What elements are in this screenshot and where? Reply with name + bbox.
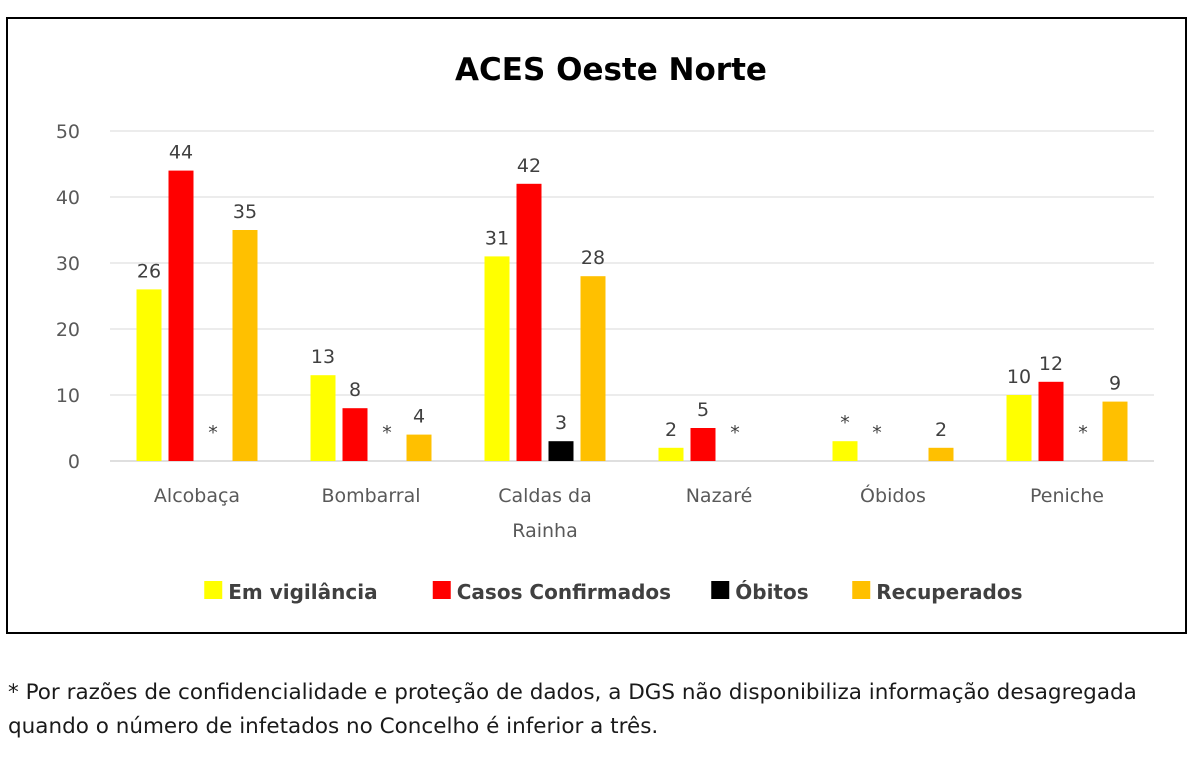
data-label: 42 [517, 155, 541, 177]
data-label: 44 [169, 142, 193, 164]
data-label: 26 [137, 260, 161, 282]
y-tick-label: 20 [56, 319, 80, 341]
y-tick-label: 40 [56, 187, 80, 209]
data-label: 31 [485, 227, 509, 249]
bar [1102, 401, 1128, 461]
chart-title: ACES Oeste Norte [455, 52, 767, 88]
x-tick-label: Nazaré [686, 485, 753, 507]
data-label: 13 [311, 346, 335, 368]
y-tick-label: 0 [68, 451, 80, 473]
data-label: * [1078, 422, 1088, 444]
chart-frame: ACES Oeste Norte 0 10 20 30 40 50 26 44 * 35 Alcob… [6, 17, 1187, 634]
bar [342, 408, 368, 461]
x-tick-label: Peniche [1030, 485, 1104, 507]
x-tick-label: Óbidos [860, 483, 926, 507]
bar [168, 170, 194, 461]
bar [406, 434, 432, 461]
x-tick-label: Alcobaça [154, 485, 240, 507]
legend-label: Óbitos [735, 580, 808, 604]
data-label: * [872, 422, 882, 444]
legend-swatch [432, 581, 451, 599]
data-label: 3 [555, 412, 567, 434]
data-label: 12 [1039, 353, 1063, 375]
bar [232, 230, 258, 461]
bar [1006, 395, 1032, 461]
data-label: 9 [1109, 373, 1121, 395]
legend-label: Casos Confirmados [457, 580, 671, 604]
data-label: 2 [665, 419, 677, 441]
data-label: 4 [413, 406, 425, 428]
data-label: * [840, 412, 850, 434]
data-label: 5 [697, 399, 709, 421]
bar [658, 447, 684, 461]
bar [548, 441, 574, 461]
bar [136, 289, 162, 461]
data-label: 2 [935, 419, 947, 441]
bar-chart: ACES Oeste Norte 010203040502644*35Alcob… [56, 52, 1154, 604]
y-tick-label: 30 [56, 253, 80, 275]
y-tick-label: 50 [56, 121, 80, 143]
bar [580, 276, 606, 461]
legend-swatch [852, 581, 871, 599]
data-label: * [730, 422, 740, 444]
data-label: 35 [233, 201, 257, 223]
bar [516, 183, 542, 462]
data-label: 28 [581, 247, 605, 269]
bar [1038, 381, 1064, 461]
legend-label: Recuperados [876, 580, 1022, 604]
footnote: * Por razões de confidencialidade e prot… [8, 680, 1137, 739]
data-label: 10 [1007, 366, 1031, 388]
bar [484, 256, 510, 461]
y-tick-label: 10 [56, 385, 80, 407]
data-label: 8 [349, 379, 361, 401]
x-tick-label: Rainha [512, 520, 577, 542]
bar [832, 441, 858, 461]
bar [690, 428, 716, 461]
data-label: * [208, 422, 218, 444]
bar [310, 375, 336, 461]
data-label: * [382, 422, 392, 444]
legend-label: Em vigilância [228, 580, 377, 604]
x-tick-label: Caldas da [498, 485, 592, 507]
legend-swatch [711, 581, 730, 599]
bar [928, 447, 954, 461]
x-tick-label: Bombarral [321, 485, 420, 507]
legend-swatch [204, 581, 223, 599]
